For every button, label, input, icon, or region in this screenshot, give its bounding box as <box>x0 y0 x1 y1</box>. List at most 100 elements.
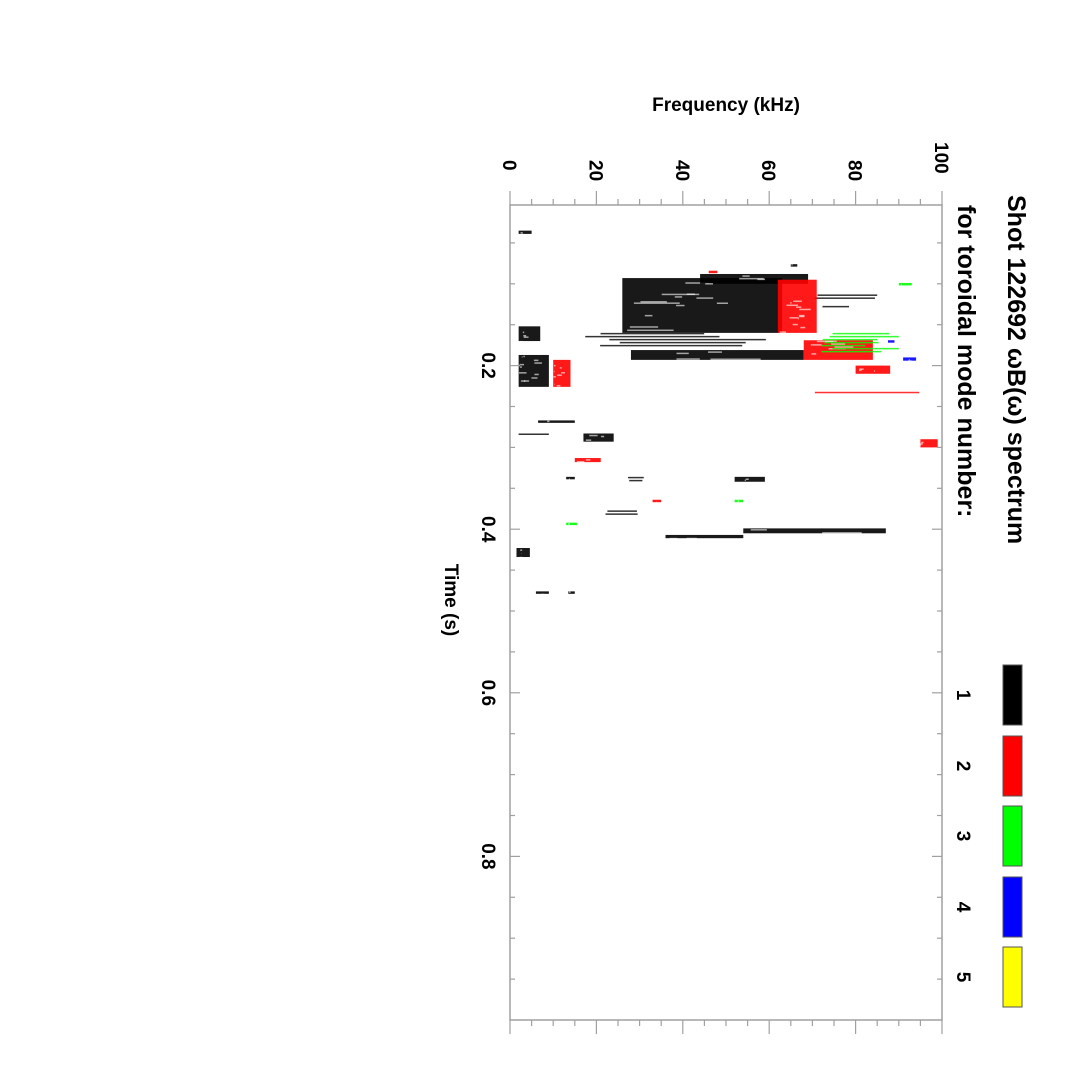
time-axis-label: Time (s) <box>440 564 461 637</box>
spectrum-gap <box>796 306 802 308</box>
spectrum-gap <box>553 376 556 378</box>
spectrum-gap <box>629 326 659 328</box>
spectrum-patch <box>518 326 541 342</box>
spectrum-patch <box>538 420 575 423</box>
spectrum-streak <box>817 294 878 296</box>
spectrum-blob-mode-1 <box>627 476 644 482</box>
spectrum-gap <box>523 336 529 338</box>
spectrum-gap <box>834 346 854 348</box>
spectrum-blob-mode-3 <box>898 282 912 286</box>
chart-title-line1: Shot 122692 ωB(ω) spectrum <box>1002 195 1030 544</box>
spectrum-gap <box>745 478 749 480</box>
spectrum-blob-mode-1 <box>568 591 575 594</box>
spectrum-gap <box>568 591 571 593</box>
spectrum-streak <box>600 344 743 347</box>
spectrum-gap <box>559 367 562 369</box>
spectrum-gap <box>519 372 527 374</box>
frequency-tick-label: 40 <box>671 160 692 181</box>
spectrum-gap <box>791 264 793 266</box>
spectrum-patch <box>518 230 532 234</box>
spectrum-blob-mode-2 <box>708 270 718 274</box>
spectrum-gap <box>533 359 539 362</box>
spectrum-streak <box>822 305 850 308</box>
spectrum-gap <box>786 304 799 307</box>
legend-swatch-mode-4 <box>1002 876 1023 938</box>
spectrum-streak <box>822 338 878 341</box>
spectrum-streak <box>518 433 549 435</box>
spectrum-gap <box>553 364 556 367</box>
spectrum-streak <box>629 479 643 482</box>
spectrum-gap <box>811 353 817 355</box>
spectrum-patch <box>516 548 530 558</box>
spectrum-streak <box>832 332 890 335</box>
spectrum-blob-mode-2 <box>574 458 601 463</box>
spectrum-gap <box>519 556 523 559</box>
legend-label-mode-1: 1 <box>952 690 973 701</box>
spectrum-gap <box>810 344 822 346</box>
legend: 1 2 3 4 5 <box>952 664 1023 1008</box>
spectrum-blob-mode-1 <box>535 591 549 596</box>
spectrum-gap <box>669 537 678 540</box>
frequency-tick-label: 60 <box>757 160 778 181</box>
spectrum-gap <box>627 329 674 332</box>
spectrum-streak <box>607 510 637 512</box>
spectrum-gap <box>686 293 695 295</box>
spectrum-blob-mode-2 <box>652 499 662 503</box>
spectrum-blob-mode-1 <box>585 332 766 347</box>
spectrum-gap <box>799 308 811 311</box>
spectrum-streak <box>814 297 875 299</box>
spectrum-gap <box>557 374 562 376</box>
spectrum-gap <box>576 460 585 463</box>
axes: 0 20 40 60 80 100 0.2 0.4 0.6 0.8 <box>477 142 951 1034</box>
spectrum-gap <box>789 317 799 319</box>
spectrum-gap <box>798 315 805 318</box>
spectrum-gap <box>531 377 538 379</box>
spectrum-gap <box>920 444 921 446</box>
spectrum-blob-mode-1 <box>700 273 809 285</box>
spectrum-gap <box>737 500 740 502</box>
spectrum-gap <box>779 331 787 333</box>
spectrum-patch <box>898 282 912 286</box>
spectrum-gap <box>547 420 550 423</box>
spectrum-gap <box>522 331 525 334</box>
spectrum-gap <box>800 326 806 329</box>
spectrum-gap <box>744 479 746 482</box>
spectrum-gap <box>519 366 522 368</box>
spectrum-blob-mode-2 <box>777 279 817 333</box>
spectrum-streak <box>585 335 720 338</box>
spectrum-gap <box>519 363 525 366</box>
spectrum-blob-mode-2 <box>855 365 891 374</box>
spectrum-streak <box>821 344 866 347</box>
spectrum-gap <box>568 478 570 480</box>
legend-label-mode-5: 5 <box>952 972 973 983</box>
spectrum-blob-mode-1 <box>538 420 575 423</box>
spectrum-streak <box>821 350 882 353</box>
spectrum-blob-mode-3 <box>566 522 577 526</box>
spectrum-gap <box>568 523 570 525</box>
spectrum-gap <box>674 296 683 298</box>
spectrum-gap <box>589 434 598 437</box>
spectrum-blob-mode-2 <box>920 439 938 448</box>
plot-area <box>516 230 938 596</box>
spectrum-gap <box>633 302 680 304</box>
spectrum-blob-mode-3 <box>821 332 899 353</box>
legend-label-mode-3: 3 <box>952 831 973 842</box>
frequency-axis-label: Frequency (kHz) <box>652 95 800 116</box>
frequency-tick-label: 100 <box>930 142 951 174</box>
spectrum-blob-mode-1 <box>518 354 549 387</box>
spectrum-gap <box>705 283 713 285</box>
frequency-tick-label: 0 <box>498 160 519 171</box>
spectrum-gap <box>520 232 523 234</box>
spectrum-streak <box>609 338 766 341</box>
spectrum-gap <box>676 352 689 355</box>
spectrum-gap <box>793 300 802 303</box>
spectrum-gap <box>561 372 565 374</box>
spectrum-gap <box>556 384 561 387</box>
spectrum-patch <box>630 350 804 360</box>
spectrum-patch <box>790 264 798 267</box>
spectrum-patch <box>665 534 744 539</box>
spectrum-gap <box>859 368 864 370</box>
chart-title-line2: for toroidal mode number: <box>952 205 980 518</box>
spectrum-gap <box>825 340 834 343</box>
